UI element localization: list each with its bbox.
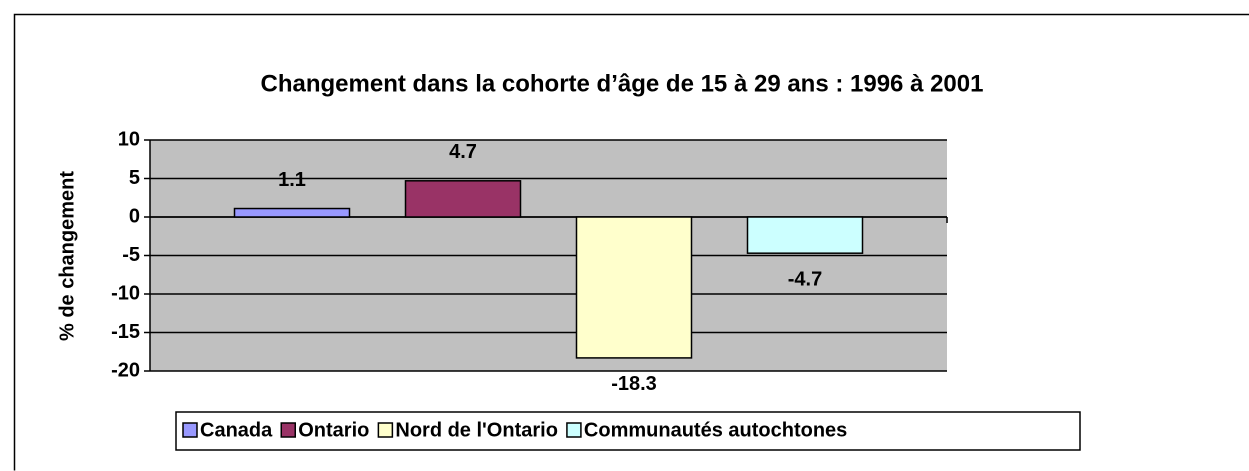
y-axis-label: % de changement (56, 171, 78, 341)
bar (575, 216, 693, 359)
y-tick-label: -10 (111, 282, 140, 304)
legend-box (175, 411, 1081, 451)
legend-swatch (280, 422, 296, 438)
y-tick-label: 5 (129, 167, 140, 189)
data-label: -18.3 (611, 373, 657, 395)
chart-title: Changement dans la cohorte d’âge de 15 à… (261, 70, 984, 97)
y-tick-label: -15 (111, 321, 140, 343)
data-label: -4.7 (788, 268, 822, 290)
y-tick-label: -20 (111, 359, 140, 381)
legend-label: Communautés autochtones (584, 419, 847, 441)
data-label: 1.1 (278, 169, 306, 191)
legend-swatch (566, 422, 582, 438)
bar (404, 180, 522, 218)
y-tick-label: -5 (122, 244, 140, 266)
y-tick-label: 10 (118, 128, 140, 150)
legend-label: Nord de l'Ontario (395, 419, 558, 441)
bar (233, 207, 351, 218)
y-tick-label: 0 (129, 205, 140, 227)
legend-swatch (377, 422, 394, 438)
data-label: 4.7 (449, 141, 477, 163)
legend-swatch (182, 422, 198, 438)
chart-border (13, 13, 1249, 471)
bar (746, 216, 864, 254)
legend-label: Ontario (298, 419, 369, 441)
legend-label: Canada (200, 419, 273, 441)
